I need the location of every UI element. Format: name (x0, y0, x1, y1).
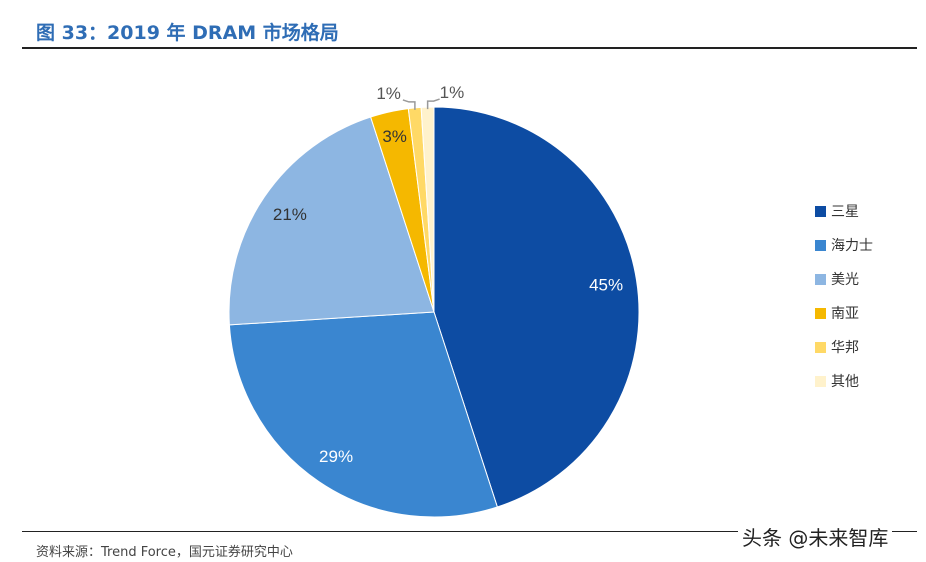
legend-swatch-2 (815, 240, 826, 251)
leader-line-5 (402, 99, 416, 110)
legend-label-4: 南亚 (831, 306, 859, 322)
leader-line-6 (426, 98, 440, 110)
data-label-6: 1% (440, 83, 465, 102)
data-label-1: 45% (589, 276, 623, 295)
legend-label-2: 海力士 (831, 238, 873, 254)
title-divider (22, 47, 917, 49)
source-note: 资料来源：Trend Force，国元证券研究中心 (36, 545, 293, 560)
data-label-4: 3% (382, 127, 407, 146)
legend-swatch-6 (815, 376, 826, 387)
legend-swatch-4 (815, 308, 826, 319)
legend-label-6: 其他 (831, 374, 859, 390)
legend-swatch-3 (815, 274, 826, 285)
data-label-2: 29% (319, 447, 353, 466)
data-label-5: 1% (376, 84, 401, 103)
legend-swatch-1 (815, 206, 826, 217)
data-label-3: 21% (273, 205, 307, 224)
legend-label-1: 三星 (831, 204, 859, 220)
pie-slice-2 (228, 311, 498, 518)
legend-label-3: 美光 (831, 272, 859, 288)
pie-slice-1 (433, 106, 640, 508)
legend-label-5: 华邦 (831, 340, 859, 356)
footer-divider (22, 531, 917, 532)
pie-slice-3 (228, 116, 435, 326)
watermark: 头条 @未来智库 (738, 522, 893, 551)
legend-swatch-5 (815, 342, 826, 353)
figure-title: 图 33：2019 年 DRAM 市场格局 (36, 22, 339, 44)
